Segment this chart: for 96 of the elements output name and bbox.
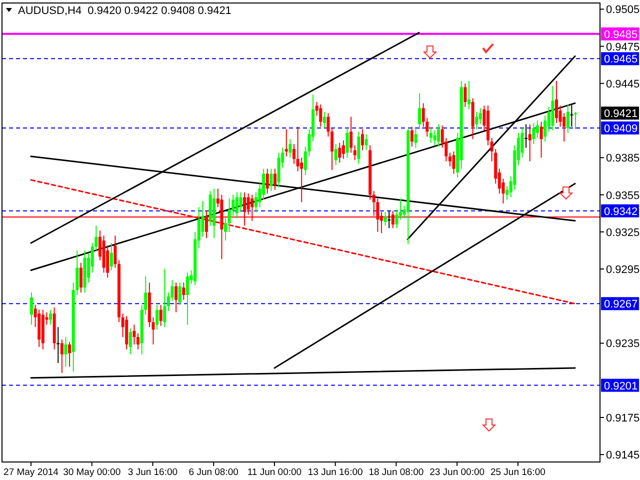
candlestick [540, 121, 543, 158]
ref-line-label: 0.9465 [604, 54, 638, 66]
candlestick [574, 111, 577, 130]
candlestick [110, 242, 113, 271]
candlestick [270, 168, 273, 192]
y-tick-label: 0.9385 [606, 152, 640, 165]
x-tick-label: 6 Jun 08:00 [188, 467, 238, 478]
candlestick [399, 198, 402, 220]
y-tick-label: 0.9445 [606, 78, 640, 90]
candlestick [388, 210, 391, 229]
candlestick [448, 152, 452, 167]
x-tick-label: 23 Jun 00:00 [430, 467, 485, 478]
candlestick [292, 144, 296, 164]
y-tick-label: 0.9175 [606, 412, 640, 424]
candlestick [429, 127, 432, 144]
candlestick [163, 268, 166, 328]
candlestick [284, 128, 288, 157]
candlestick [132, 324, 136, 345]
y-tick-label: 0.9505 [606, 4, 640, 16]
candlestick [156, 304, 159, 330]
candlestick [56, 326, 60, 364]
candlestick [254, 192, 258, 213]
candlestick [418, 92, 422, 130]
ref-line-label: 0.9342 [604, 206, 638, 218]
candlestick [536, 120, 539, 138]
candlestick [360, 128, 364, 151]
candlestick [114, 235, 117, 268]
candlestick [566, 104, 570, 134]
candlestick [395, 209, 398, 229]
ref-line-label: 0.9267 [604, 298, 638, 311]
candlestick [342, 140, 345, 160]
candlestick [544, 115, 547, 142]
candlestick [350, 116, 353, 154]
candlestick [338, 142, 342, 164]
candlestick [524, 124, 528, 148]
candlestick [326, 112, 330, 138]
chart-title: AUDUSD,H4 0.9420 0.9422 0.9408 0.9421 [18, 5, 232, 17]
candlestick [273, 168, 276, 190]
x-tick-label: 13 Jun 16:00 [308, 467, 363, 478]
candlestick [159, 304, 162, 326]
candlestick [239, 192, 242, 213]
x-tick-label: 25 Jun 16:00 [490, 467, 546, 478]
x-tick-label: 18 Jun 08:00 [368, 467, 424, 478]
candlestick [433, 130, 436, 146]
candlestick [64, 336, 68, 368]
y-tick-label: 0.9295 [606, 264, 640, 276]
y-tick-label: 0.9355 [606, 190, 640, 202]
candlestick [532, 122, 536, 145]
y-tick-label: 0.9325 [606, 226, 640, 239]
candlestick [330, 127, 334, 171]
candlestick [266, 168, 269, 194]
candlestick [178, 282, 182, 306]
candlestick [478, 108, 482, 125]
x-tick-label: 11 Jun 00:00 [247, 467, 302, 478]
candlestick [346, 127, 349, 158]
ref-line-label: 0.9201 [604, 380, 638, 392]
y-tick-label: 0.9145 [606, 450, 640, 462]
candlestick [475, 111, 478, 130]
text: 0.9421 [604, 108, 638, 120]
candlestick [288, 138, 292, 158]
candlestick [414, 128, 418, 148]
candlestick [186, 272, 189, 326]
candlestick [68, 341, 72, 368]
candlestick [334, 144, 338, 166]
candlestick [224, 218, 228, 242]
candlestick [364, 134, 368, 151]
candlestick [182, 282, 186, 300]
x-tick-label: 3 Jun 16:00 [128, 467, 178, 478]
candlestick [136, 332, 140, 350]
x-tick-label: 30 May 00:00 [63, 467, 121, 478]
candlestick [410, 126, 414, 148]
ref-line-label: 0.9409 [604, 122, 638, 135]
candlestick [174, 282, 178, 313]
x-tick-label: 27 May 2014 [4, 467, 58, 478]
candlestick [357, 131, 360, 164]
ref-line-label: 0.9485 [604, 28, 638, 41]
candlestick [452, 150, 456, 174]
candlestick [467, 80, 470, 110]
candlestick [128, 328, 132, 355]
candlestick [30, 292, 33, 326]
candlestick [49, 309, 52, 326]
candlestick [437, 124, 440, 148]
candlestick [235, 192, 238, 219]
candlestick [79, 262, 82, 294]
candlestick [528, 124, 532, 162]
y-tick-label: 0.9235 [606, 338, 640, 350]
candlestick [60, 339, 64, 374]
candlestick [464, 82, 467, 108]
candlestick [170, 280, 174, 302]
y-tick-label: 0.9475 [606, 41, 640, 54]
candlestick [228, 198, 231, 232]
candlestick [554, 80, 558, 124]
candlestick [353, 144, 356, 161]
candlestick [319, 104, 322, 128]
candlestick [384, 212, 387, 226]
candlestick [322, 111, 326, 128]
